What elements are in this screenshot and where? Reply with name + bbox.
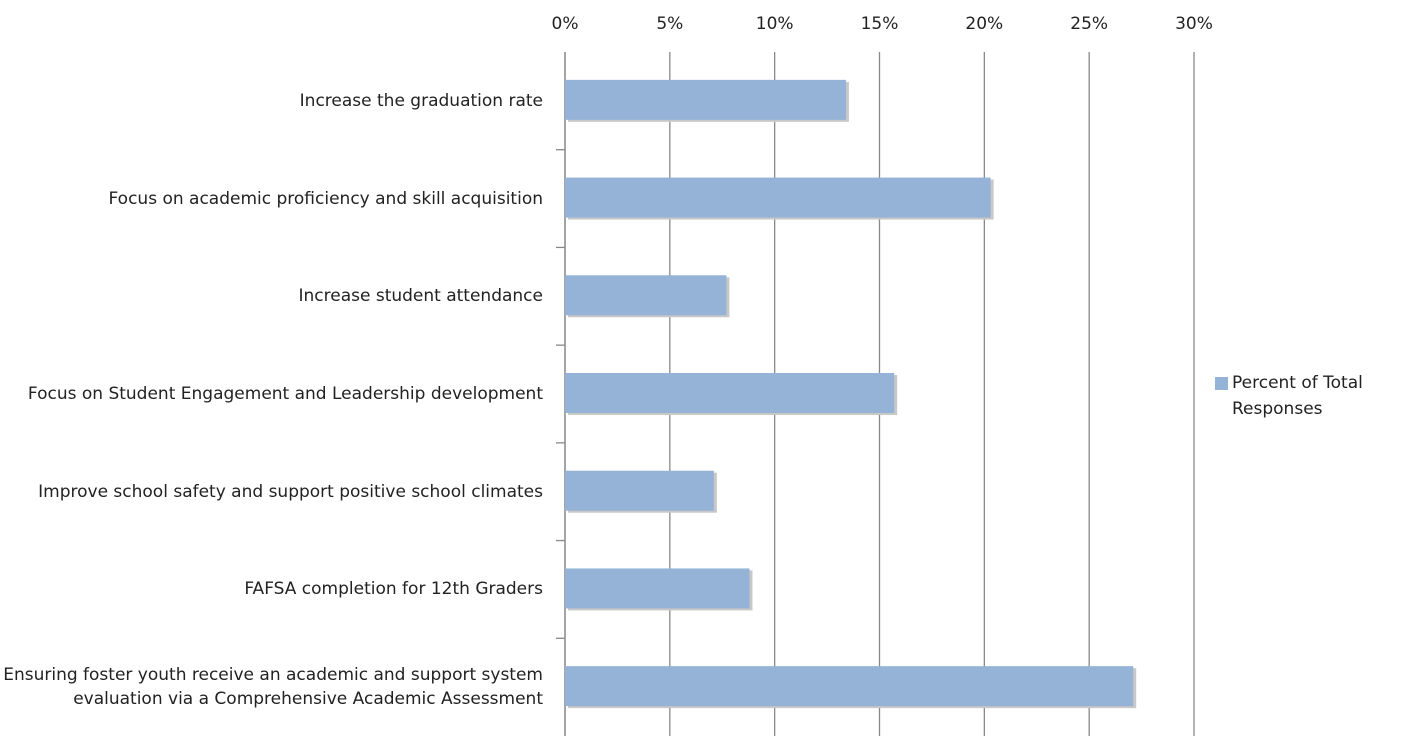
bar — [565, 79, 846, 120]
x-tick-label: 25% — [1070, 14, 1108, 34]
x-tick-label: 15% — [861, 14, 899, 34]
y-tick-label: Increase student attendance — [298, 286, 543, 307]
y-tick-label: Improve school safety and support positi… — [38, 481, 543, 502]
x-tick-label: 10% — [756, 14, 794, 34]
bar — [565, 373, 895, 413]
x-tick-label: 0% — [552, 14, 579, 34]
legend-label: Percent of Total Responses — [1232, 373, 1363, 419]
legend: Percent of Total Responses — [1215, 370, 1400, 422]
bar — [565, 275, 727, 316]
bar — [565, 470, 714, 511]
bar — [565, 568, 750, 609]
y-tick-label: Focus on academic proficiency and skill … — [108, 188, 544, 209]
y-tick-label: FAFSA completion for 12th Graders — [244, 579, 543, 600]
legend-swatch — [1215, 377, 1228, 390]
x-tick-label: 5% — [656, 14, 683, 34]
y-tick-label: Ensuring foster youth receive an academi… — [3, 665, 543, 710]
x-tick-label: 20% — [965, 14, 1003, 34]
bar — [565, 666, 1134, 707]
y-tick-label: Increase the graduation rate — [299, 90, 543, 111]
x-tick-label: 30% — [1175, 14, 1213, 34]
y-tick-label: Focus on Student Engagement and Leadersh… — [27, 384, 543, 404]
bar — [565, 177, 991, 218]
